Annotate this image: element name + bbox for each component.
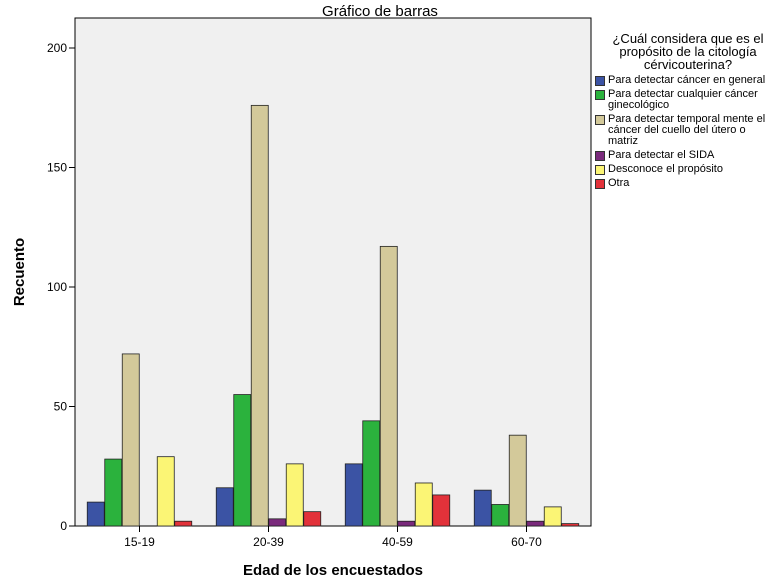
legend-label: Otra	[608, 177, 630, 189]
plot-area	[74, 17, 592, 527]
legend-item: Para detectar el SIDA	[595, 150, 773, 161]
y-tick-label: 200	[47, 41, 67, 55]
bar	[250, 104, 269, 527]
legend-item: Para detectar temporal mente el cáncer d…	[595, 114, 773, 147]
x-tick-label: 60-70	[511, 535, 542, 549]
legend-swatch	[595, 151, 605, 161]
bar	[86, 501, 105, 527]
bar	[215, 487, 234, 527]
legend-item: Para detectar cáncer en general	[595, 75, 773, 86]
legend-label: Desconoce el propósito	[608, 163, 723, 175]
y-axis: 0 50 100 150 200	[47, 41, 75, 533]
x-tick-label: 20-39	[253, 535, 284, 549]
chart-title: Gráfico de barras	[322, 3, 438, 20]
bar	[543, 506, 562, 527]
x-axis: 15-19 20-39 40-59 60-70	[124, 526, 542, 549]
bar	[526, 520, 545, 527]
legend-item: Desconoce el propósito	[595, 164, 773, 175]
legend-items: Para detectar cáncer en general Para dete…	[595, 75, 773, 189]
bar	[508, 434, 527, 527]
legend-title: ¿Cuál considera que es el propósito de l…	[612, 31, 764, 72]
legend: ¿Cuál considera que es el propósito de l…	[595, 32, 773, 192]
legend-item: Otra	[595, 178, 773, 189]
legend-item: Para detectar cualquier cáncer ginecológ…	[595, 89, 773, 111]
y-tick-label: 100	[47, 280, 67, 294]
y-tick-label: 0	[60, 519, 67, 533]
y-tick-label: 50	[54, 400, 68, 414]
bar	[285, 463, 304, 527]
y-tick-label: 150	[47, 161, 67, 175]
bar	[379, 245, 398, 527]
x-axis-title: Edad de los encuestados	[243, 562, 423, 579]
bar	[414, 482, 433, 527]
legend-swatch	[595, 76, 605, 86]
bar	[233, 394, 252, 527]
bar	[174, 520, 193, 527]
legend-swatch	[595, 115, 605, 125]
bar	[268, 518, 287, 527]
legend-label: Para detectar cáncer en general	[608, 74, 766, 86]
bar	[397, 520, 416, 527]
x-tick-label: 15-19	[124, 535, 155, 549]
bar	[156, 456, 175, 527]
x-tick-label: 40-59	[382, 535, 413, 549]
legend-label: Para detectar cualquier cáncer ginecológ…	[608, 88, 758, 111]
bar	[104, 458, 123, 527]
bar	[303, 511, 322, 527]
bar	[432, 494, 451, 527]
bar	[473, 489, 492, 527]
legend-swatch	[595, 179, 605, 189]
bar	[121, 353, 140, 527]
bars-group	[86, 104, 580, 527]
legend-label: Para detectar temporal mente el cáncer d…	[608, 113, 766, 147]
y-axis-title: Recuento	[11, 238, 28, 306]
bar	[491, 504, 510, 527]
legend-swatch	[595, 165, 605, 175]
bar	[344, 463, 363, 527]
legend-label: Para detectar el SIDA	[608, 149, 715, 161]
legend-swatch	[595, 90, 605, 100]
bar	[561, 523, 580, 527]
bar	[362, 420, 381, 527]
